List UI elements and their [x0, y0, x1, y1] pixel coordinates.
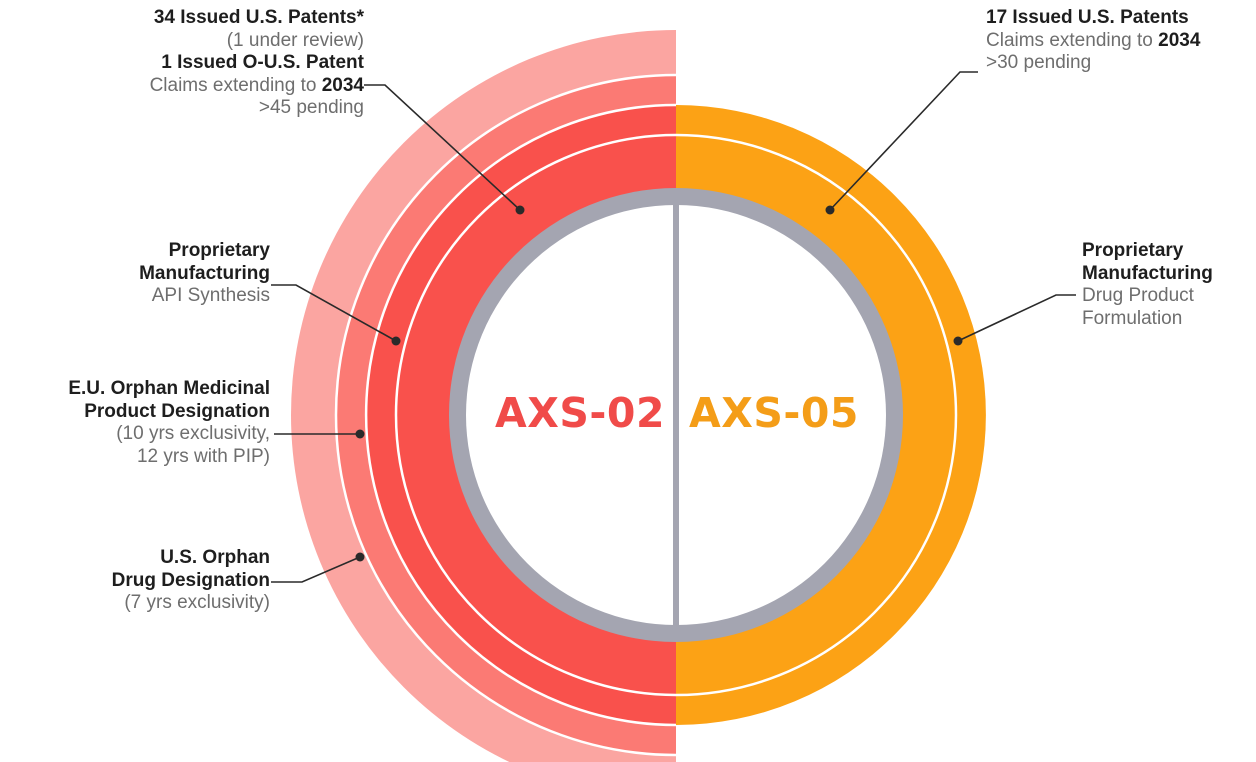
axs05-separator-arc	[675, 133, 958, 697]
us-orphan-title-line2: Drug Designation	[111, 569, 270, 591]
us-orphan-title-line1: U.S. Orphan	[160, 547, 270, 568]
axs05-patents-title: 17 Issued U.S. Patents	[986, 7, 1189, 28]
eu-orphan-title-line2: Product Designation	[84, 400, 270, 422]
axs05-patents-label: 17 Issued U.S. Patents Claims extending …	[986, 7, 1200, 75]
axs05-manufacturing-subtitle-line2: Formulation	[1082, 307, 1183, 329]
patents-left-dot	[515, 205, 525, 215]
separator-arc-core	[394, 133, 677, 697]
eu-orphan-title-line1: E.U. Orphan Medicinal	[68, 378, 270, 399]
patents-right-dot	[825, 205, 835, 215]
patents-left-connector	[364, 84, 521, 211]
manufacturing-title-line1: Proprietary	[168, 240, 270, 261]
axs05-manufacturing-title-line2: Manufacturing	[1082, 262, 1213, 284]
axs05-manufacturing-title-line1: Proprietary	[1082, 240, 1184, 261]
eu-orphan-detail-line2: 12 yrs with PIP)	[136, 445, 270, 467]
manufacturing-right-connector	[957, 294, 1076, 342]
axs02-manufacturing-label: Proprietary Manufacturing API Synthesis	[139, 240, 270, 308]
axs02-label: AXS-02	[495, 389, 665, 437]
us-orphan-left-dot	[355, 552, 365, 562]
us-orphan-left-connector	[271, 556, 361, 583]
separator-arc-outer	[334, 73, 677, 757]
connectors-right	[829, 71, 1076, 342]
connector-dots	[355, 205, 963, 562]
us-patents-title: 34 Issued U.S. Patents*	[153, 7, 364, 28]
axs05-label: AXS-05	[689, 389, 859, 437]
axs05-manufacturing-label: Proprietary Manufacturing Drug Product F…	[1082, 240, 1213, 330]
us-orphan-detail: (7 yrs exclusivity)	[124, 592, 270, 613]
axs05-manufacturing-subtitle-line1: Drug Product	[1082, 285, 1194, 306]
us-orphan-label: U.S. Orphan Drug Designation (7 yrs excl…	[112, 547, 270, 615]
manufacturing-title-line2: Manufacturing	[139, 262, 270, 284]
claims-text: Claims extending to	[149, 74, 322, 96]
eu-orphan-label: E.U. Orphan Medicinal Product Designatio…	[68, 378, 270, 468]
axs02-patents-label: 34 Issued U.S. Patents* (1 under review)…	[150, 7, 364, 120]
manufacturing-right-dot	[953, 336, 963, 346]
connectors-left	[271, 84, 521, 583]
claims-year: 2034	[321, 74, 364, 96]
manufacturing-subtitle: API Synthesis	[151, 285, 270, 306]
patents-right-connector	[829, 71, 978, 211]
center-divider	[673, 200, 679, 630]
separator-arc-inner	[364, 103, 677, 727]
axs05-pending-text: >30 pending	[986, 52, 1092, 73]
ous-patent-title: 1 Issued O-U.S. Patent	[161, 52, 364, 73]
axs05-claims-text: Claims extending to	[986, 29, 1159, 51]
axs05-claims-year: 2034	[1158, 29, 1201, 51]
manufacturing-left-connector	[271, 284, 397, 342]
pending-text: >45 pending	[258, 97, 364, 118]
us-patents-note: (1 under review)	[226, 29, 364, 51]
manufacturing-left-dot	[391, 336, 401, 346]
eu-orphan-left-dot	[355, 429, 365, 439]
eu-orphan-detail-line1: (10 yrs exclusivity,	[116, 423, 270, 444]
